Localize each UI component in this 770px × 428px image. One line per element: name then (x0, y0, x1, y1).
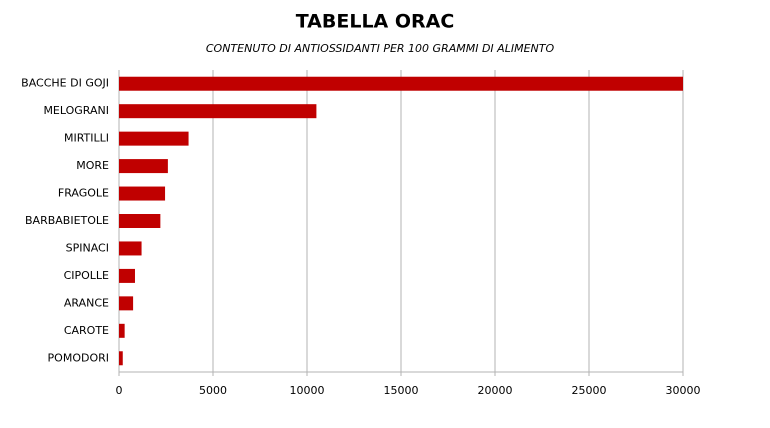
bar (119, 241, 142, 256)
y-tick-label: ARANCE (64, 296, 109, 309)
bar (119, 268, 135, 283)
x-tick-label: 0 (116, 384, 123, 397)
bar (119, 186, 166, 201)
bar (119, 131, 189, 146)
y-tick-label: MELOGRANI (43, 104, 109, 117)
y-tick-label: MIRTILLI (64, 132, 109, 145)
bar (119, 159, 168, 174)
bar (119, 214, 161, 228)
bar (119, 296, 134, 311)
bar (119, 351, 123, 366)
bar (119, 104, 317, 119)
y-tick-label: FRAGOLE (58, 187, 109, 200)
y-tick-label: SPINACI (66, 241, 109, 254)
y-tick-label: BACCHE DI GOJI (21, 77, 109, 90)
y-tick-label: MORE (76, 159, 109, 172)
bar (119, 76, 683, 91)
x-tick-label: 25000 (572, 384, 607, 397)
x-tick-label: 5000 (199, 384, 227, 397)
y-tick-label: CIPOLLE (64, 269, 109, 282)
x-tick-label: 30000 (666, 384, 701, 397)
chart-subtitle: CONTENUTO DI ANTIOSSIDANTI PER 100 GRAMM… (206, 42, 555, 55)
x-tick-label: 10000 (290, 384, 325, 397)
x-tick-label: 15000 (384, 384, 419, 397)
y-tick-label: POMODORI (48, 351, 109, 364)
y-tick-label: CAROTE (64, 324, 109, 337)
bar (119, 323, 125, 338)
y-tick-label: BARBABIETOLE (25, 214, 109, 227)
chart-title: TABELLA ORAC (296, 11, 455, 33)
x-tick-label: 20000 (478, 384, 513, 397)
